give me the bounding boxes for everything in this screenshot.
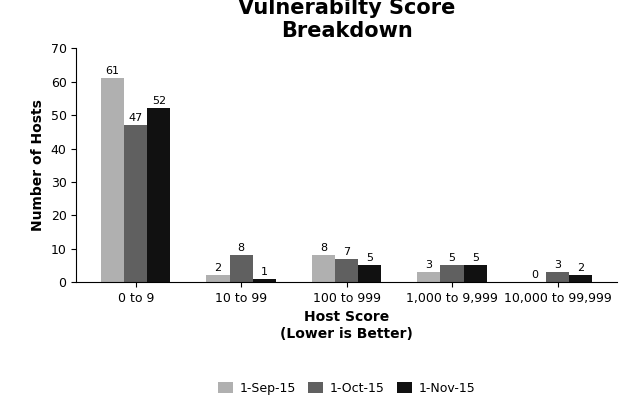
Text: 3: 3: [554, 260, 561, 270]
Bar: [358, 266, 382, 282]
Bar: [101, 79, 124, 282]
Text: 5: 5: [472, 253, 479, 264]
Bar: [464, 266, 487, 282]
Text: 2: 2: [214, 264, 221, 273]
Legend: 1-Sep-15, 1-Oct-15, 1-Nov-15: 1-Sep-15, 1-Oct-15, 1-Nov-15: [213, 377, 480, 400]
Bar: [148, 108, 170, 282]
Text: 8: 8: [320, 243, 327, 253]
Bar: [252, 279, 276, 282]
Text: 7: 7: [343, 247, 350, 257]
Text: 52: 52: [152, 96, 166, 106]
Text: 2: 2: [577, 264, 584, 273]
Bar: [230, 256, 252, 282]
Bar: [441, 266, 464, 282]
Text: 8: 8: [238, 243, 245, 253]
Bar: [124, 125, 148, 282]
Bar: [546, 272, 569, 282]
Bar: [312, 256, 335, 282]
Text: 0: 0: [531, 270, 538, 280]
X-axis label: Host Score
(Lower is Better): Host Score (Lower is Better): [280, 310, 413, 341]
Text: 1: 1: [261, 267, 268, 277]
Y-axis label: Number of Hosts: Number of Hosts: [31, 99, 45, 231]
Bar: [569, 275, 592, 282]
Text: 5: 5: [448, 253, 455, 264]
Text: 61: 61: [106, 66, 120, 77]
Text: 3: 3: [425, 260, 432, 270]
Bar: [206, 275, 230, 282]
Bar: [417, 272, 441, 282]
Text: 5: 5: [366, 253, 373, 264]
Title: Vulnerabilty Score
Breakdown: Vulnerabilty Score Breakdown: [238, 0, 455, 41]
Text: 47: 47: [128, 113, 143, 123]
Bar: [335, 259, 358, 282]
